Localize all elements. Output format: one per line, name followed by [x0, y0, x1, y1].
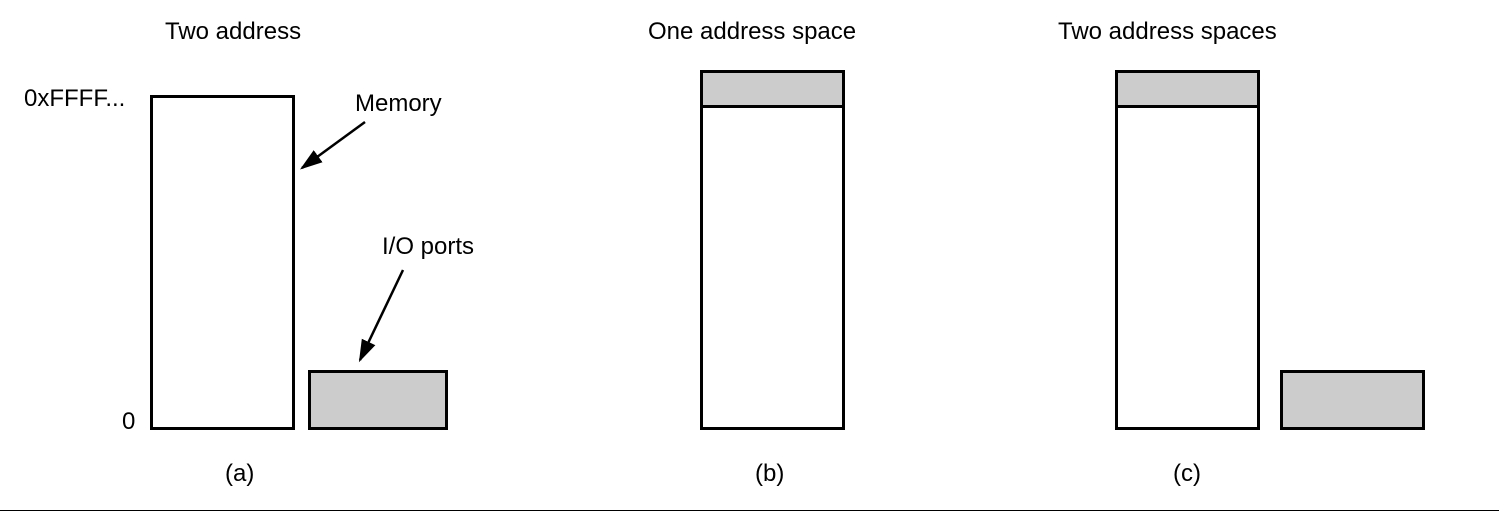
label-zero: 0: [122, 408, 135, 436]
panel-b-outer-block: [700, 70, 845, 430]
panel-c-io-block: [1280, 370, 1425, 430]
panel-c-outer-block: [1115, 70, 1260, 430]
panel-a-caption: (a): [225, 460, 254, 488]
panel-c-caption: (c): [1173, 460, 1201, 488]
panel-c-top-shade: [1115, 70, 1260, 108]
bottom-rule: [0, 510, 1499, 511]
panel-c-title: Two address spaces: [1058, 18, 1277, 46]
label-top-address: 0xFFFF...: [24, 85, 125, 113]
label-memory: Memory: [355, 90, 442, 118]
panel-b-title: One address space: [648, 18, 856, 46]
label-io-ports: I/O ports: [382, 233, 474, 261]
panel-a-io-block: [308, 370, 448, 430]
diagram-container: Two address 0xFFFF... 0 Memory I/O ports…: [0, 0, 1499, 514]
panel-a-title: Two address: [165, 18, 301, 46]
panel-a-memory-block: [150, 95, 295, 430]
panel-b-top-shade: [700, 70, 845, 108]
panel-b-caption: (b): [755, 460, 784, 488]
arrow-io-line: [360, 270, 403, 360]
arrow-memory-line: [302, 122, 365, 168]
